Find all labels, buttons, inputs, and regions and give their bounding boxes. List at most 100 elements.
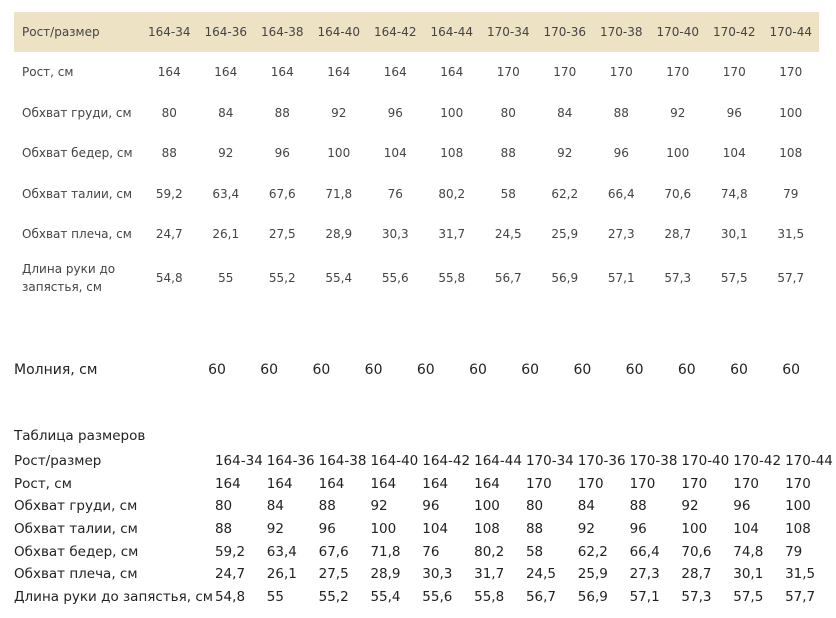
table-cell: 164 xyxy=(214,65,238,80)
table-cell: 25,9 xyxy=(577,566,608,583)
table-cell: 84 xyxy=(577,498,595,515)
table-cell: 96 xyxy=(318,521,336,538)
table-cell: 170 xyxy=(785,475,811,492)
table-cell: 24,5 xyxy=(494,227,522,242)
table-cell: 164 xyxy=(157,65,181,80)
table-cell: 88 xyxy=(500,146,516,161)
table-cell: 170-38 xyxy=(629,453,678,470)
table-cell: 67,6 xyxy=(268,186,296,201)
table-cell: 170-36 xyxy=(577,453,626,470)
table-cell: 55,6 xyxy=(381,271,409,285)
table-cell: 24,7 xyxy=(214,566,246,583)
table-cell: 24,5 xyxy=(525,566,556,583)
table-cell: 170 xyxy=(681,475,708,492)
table-cell: 92 xyxy=(266,521,284,538)
table-cell: 104 xyxy=(733,521,760,538)
header-size: 170-34 xyxy=(486,25,530,39)
zipper-label: Молния, см xyxy=(14,362,98,378)
table-cell: 67,6 xyxy=(318,543,349,560)
table-cell: 58 xyxy=(500,186,516,201)
table-cell: 31,5 xyxy=(785,566,816,583)
table-cell: 55,2 xyxy=(268,271,296,285)
table-cell: 88 xyxy=(318,498,336,515)
table-row: Длина руки до запястья, см 54,8 55 55,2 55,4 5… xyxy=(14,255,819,302)
table-cell: 100 xyxy=(440,105,464,120)
table-cell: 170 xyxy=(722,65,746,80)
table-cell: 92 xyxy=(331,105,347,120)
table-row: Обхват талии, см 88 92 96 100 104 108 88 92 96 100… xyxy=(14,518,836,541)
table-cell: 27,5 xyxy=(268,227,296,242)
header-size: 164-42 xyxy=(373,25,417,39)
table-cell: 27,3 xyxy=(607,227,635,242)
table-cell: 30,3 xyxy=(381,227,409,242)
table-cell: 57,5 xyxy=(733,588,764,605)
table-cell: 100 xyxy=(370,521,397,538)
table-cell: 63,4 xyxy=(212,186,240,201)
zipper-value: 60 xyxy=(469,362,487,378)
table-cell: 104 xyxy=(722,146,746,161)
table-cell: 71,8 xyxy=(370,543,401,560)
table-cell: 100 xyxy=(666,146,690,161)
table-cell: 100 xyxy=(785,498,811,515)
table-cell: 57,7 xyxy=(785,588,816,605)
table-cell: 164-40 xyxy=(370,453,419,470)
table-cell: 31,5 xyxy=(777,227,805,242)
table-cell: 59,2 xyxy=(155,186,183,201)
table-cell: 30,3 xyxy=(422,566,453,583)
row-label: Рост/размер xyxy=(14,453,102,470)
table-cell: 100 xyxy=(474,498,500,515)
zipper-value: 60 xyxy=(677,362,696,378)
table-cell: 170-40 xyxy=(681,453,730,470)
table-cell: 66,4 xyxy=(629,543,660,560)
table-row: Длина руки до запястья, см 54,8 55 55,2 55,4… xyxy=(14,586,836,609)
table-cell: 164 xyxy=(214,475,241,492)
table-cell: 96 xyxy=(733,498,751,515)
table-cell: 55,2 xyxy=(318,588,349,605)
size-table-caption: Таблица размеров xyxy=(14,428,146,444)
table-cell: 96 xyxy=(274,146,290,161)
table-cell: 31,7 xyxy=(438,227,466,242)
zipper-value: 60 xyxy=(260,362,279,378)
table-cell: 57,1 xyxy=(629,588,660,605)
table-cell: 26,1 xyxy=(212,227,240,242)
table-cell: 28,9 xyxy=(370,566,401,583)
table-cell: 59,2 xyxy=(214,543,246,560)
table-cell: 26,1 xyxy=(266,566,297,583)
table-row: Обхват груди, см 80 84 88 92 96 100 80 84 88 92 96 1… xyxy=(14,495,836,518)
table-row: Рост, см 164 164 164 164 164 164 170 170 170 170 17… xyxy=(14,473,836,496)
table-cell: 108 xyxy=(440,146,464,161)
table-cell: 55,8 xyxy=(438,271,466,285)
table-cell: 80,2 xyxy=(438,186,466,201)
table-cell: 164 xyxy=(327,65,351,80)
table-cell: 57,1 xyxy=(607,271,635,285)
table-cell: 100 xyxy=(681,521,708,538)
table-cell: 79 xyxy=(785,543,803,560)
table-cell: 96 xyxy=(629,521,647,538)
table-cell: 170-44 xyxy=(785,453,833,470)
table-cell: 27,3 xyxy=(629,566,660,583)
table-cell: 74,8 xyxy=(733,543,764,560)
zipper-value: 60 xyxy=(312,362,331,378)
table-cell: 170-34 xyxy=(525,453,574,470)
header-size: 164-38 xyxy=(260,25,304,39)
table-cell: 170 xyxy=(496,65,520,80)
table-cell: 84 xyxy=(557,105,573,120)
zipper-value: 60 xyxy=(730,362,748,378)
table-cell: 164-42 xyxy=(422,453,471,470)
table-cell: 70,6 xyxy=(664,186,692,201)
table-cell: 55,8 xyxy=(474,588,505,605)
table-cell: 164 xyxy=(474,475,500,492)
size-table-plain: Рост/размер 164-34 164-36 164-38 164-40 164-4… xyxy=(14,450,836,608)
table-cell: 84 xyxy=(266,498,284,515)
table-cell: 56,9 xyxy=(577,588,608,605)
table-cell: 57,5 xyxy=(720,271,748,285)
zipper-value: 60 xyxy=(208,362,226,378)
table-cell: 104 xyxy=(422,521,449,538)
table-cell: 74,8 xyxy=(720,186,748,201)
table-cell: 70,6 xyxy=(681,543,712,560)
header-size: 164-44 xyxy=(430,25,473,39)
table-cell: 104 xyxy=(383,146,407,161)
table-cell: 57,3 xyxy=(681,588,712,605)
table-cell: 164-34 xyxy=(214,453,263,470)
table-cell: 55,4 xyxy=(325,271,353,285)
